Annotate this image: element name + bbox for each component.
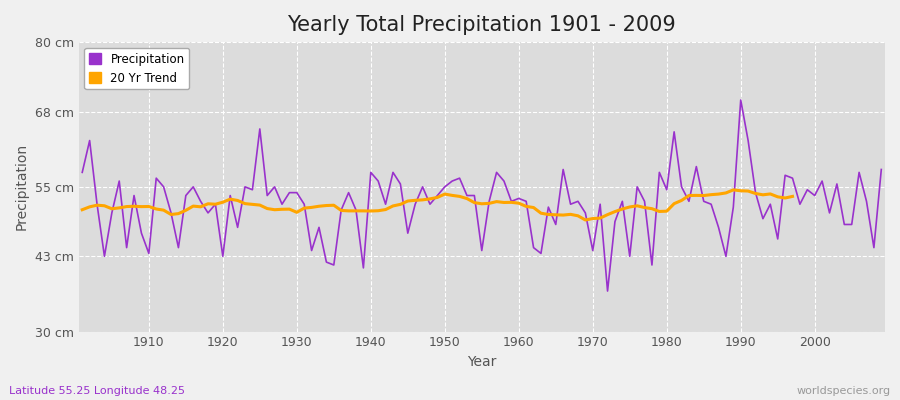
Title: Yearly Total Precipitation 1901 - 2009: Yearly Total Precipitation 1901 - 2009 (287, 15, 676, 35)
Text: Latitude 55.25 Longitude 48.25: Latitude 55.25 Longitude 48.25 (9, 386, 185, 396)
Text: worldspecies.org: worldspecies.org (796, 386, 891, 396)
Legend: Precipitation, 20 Yr Trend: Precipitation, 20 Yr Trend (85, 48, 189, 89)
Y-axis label: Precipitation: Precipitation (15, 143, 29, 230)
X-axis label: Year: Year (467, 355, 497, 369)
